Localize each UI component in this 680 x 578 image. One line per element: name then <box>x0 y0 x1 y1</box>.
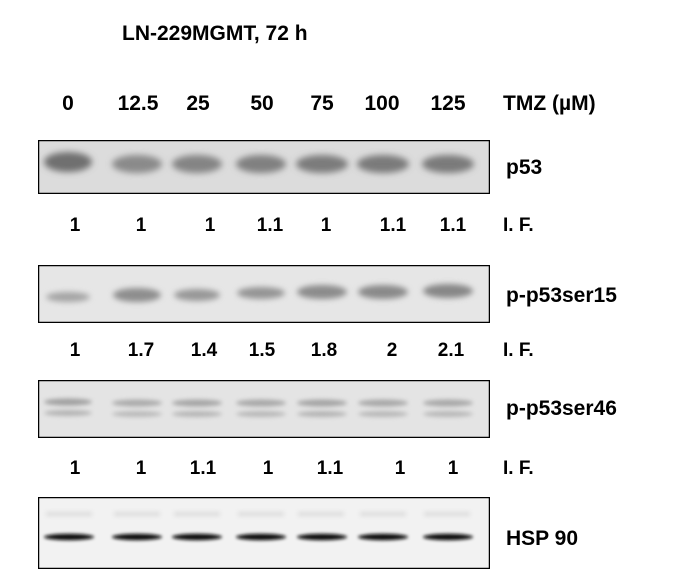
band-ser46-lower-lane-5 <box>297 411 347 417</box>
band-ser46-upper-lane-7 <box>423 399 473 407</box>
dose-label-50: 50 <box>250 92 274 115</box>
band-ser15-lane-2 <box>113 288 161 302</box>
blot-p-p53ser15 <box>38 265 490 323</box>
if-value: 1 <box>320 215 332 236</box>
if-value: 1 <box>135 458 147 479</box>
dose-label-12-5: 12.5 <box>117 92 159 115</box>
blot-label-hsp90: HSP 90 <box>506 527 578 550</box>
band-ser46-lower-lane-4 <box>236 411 286 417</box>
band-hsp90-lane-7 <box>423 533 473 541</box>
dose-label-125: 125 <box>430 92 466 115</box>
if-value: 1.1 <box>189 458 217 479</box>
band-p53-lane-1 <box>44 152 92 172</box>
band-p53-lane-7 <box>422 155 474 173</box>
if-value: 1 <box>204 215 216 236</box>
band-ser46-lower-lane-2 <box>112 411 162 417</box>
if-value: 1.1 <box>439 215 467 236</box>
band-ser46-lower-lane-1 <box>44 410 92 416</box>
blot-label-p-p53ser15: p-p53ser15 <box>506 284 617 307</box>
band-ser15-lane-3 <box>174 289 220 301</box>
band-ser15-lane-4 <box>237 287 285 299</box>
band-ser15-lane-6 <box>358 285 408 299</box>
band-p53-lane-6 <box>357 155 409 173</box>
blot-p53 <box>38 140 490 194</box>
faint-band-hsp90-lane-7 <box>424 512 470 516</box>
band-ser46-upper-lane-6 <box>358 399 408 407</box>
blot-p-p53ser46 <box>38 380 490 438</box>
blot-label-p53: p53 <box>506 156 543 179</box>
dose-label-100: 100 <box>364 92 400 115</box>
band-hsp90-lane-4 <box>236 533 286 541</box>
if-value: 1 <box>69 340 81 361</box>
band-ser46-upper-lane-2 <box>112 399 162 407</box>
if-value: 1.7 <box>127 340 155 361</box>
if-label: I. F. <box>503 340 534 361</box>
if-value: 1 <box>135 215 147 236</box>
if-value: 1.5 <box>248 340 276 361</box>
band-hsp90-lane-2 <box>112 533 162 541</box>
band-ser46-lower-lane-3 <box>172 411 222 417</box>
band-ser46-upper-lane-5 <box>297 399 347 407</box>
if-value: 1.1 <box>256 215 284 236</box>
band-p53-lane-5 <box>296 155 348 173</box>
band-hsp90-lane-3 <box>172 533 222 541</box>
faint-band-hsp90-lane-1 <box>46 512 92 516</box>
band-ser46-lower-lane-6 <box>358 411 408 417</box>
band-ser15-lane-1 <box>46 292 90 302</box>
dose-label-0: 0 <box>62 92 74 115</box>
band-hsp90-lane-1 <box>44 533 94 541</box>
faint-band-hsp90-lane-5 <box>298 512 344 516</box>
treatment-label: TMZ (µM) <box>503 92 596 115</box>
faint-band-hsp90-lane-2 <box>114 512 160 516</box>
band-p53-lane-2 <box>112 155 162 173</box>
if-value: 1 <box>447 458 459 479</box>
dose-label-75: 75 <box>310 92 334 115</box>
faint-band-hsp90-lane-3 <box>174 512 220 516</box>
if-value: 1 <box>69 215 81 236</box>
band-p53-lane-3 <box>172 155 222 173</box>
band-ser15-lane-7 <box>423 284 473 298</box>
band-hsp90-lane-5 <box>297 533 347 541</box>
if-value: 1 <box>394 458 406 479</box>
blot-hsp90 <box>38 497 490 569</box>
band-hsp90-lane-6 <box>358 533 408 541</box>
if-value: 1.8 <box>310 340 338 361</box>
faint-band-hsp90-lane-6 <box>360 512 406 516</box>
band-ser46-upper-lane-4 <box>236 399 286 407</box>
if-value: 1 <box>262 458 274 479</box>
dose-label-25: 25 <box>186 92 210 115</box>
if-label: I. F. <box>503 458 534 479</box>
if-value: 1.1 <box>316 458 344 479</box>
if-value: 1 <box>69 458 81 479</box>
band-ser15-lane-5 <box>297 285 347 299</box>
band-p53-lane-4 <box>236 155 286 173</box>
if-value: 2 <box>386 340 398 361</box>
if-label: I. F. <box>503 215 534 236</box>
blot-label-p-p53ser46: p-p53ser46 <box>506 397 617 420</box>
if-value: 1.1 <box>379 215 407 236</box>
band-ser46-upper-lane-3 <box>172 399 222 407</box>
band-ser46-upper-lane-1 <box>44 398 92 406</box>
band-ser46-lower-lane-7 <box>423 411 473 417</box>
figure-title: LN-229MGMT, 72 h <box>122 22 308 45</box>
faint-band-hsp90-lane-4 <box>238 512 284 516</box>
if-value: 1.4 <box>190 340 218 361</box>
if-value: 2.1 <box>437 340 465 361</box>
